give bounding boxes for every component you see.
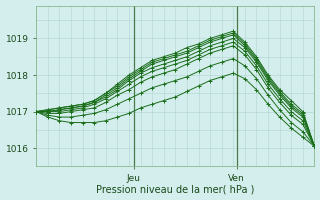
X-axis label: Pression niveau de la mer( hPa ): Pression niveau de la mer( hPa ) — [96, 184, 254, 194]
